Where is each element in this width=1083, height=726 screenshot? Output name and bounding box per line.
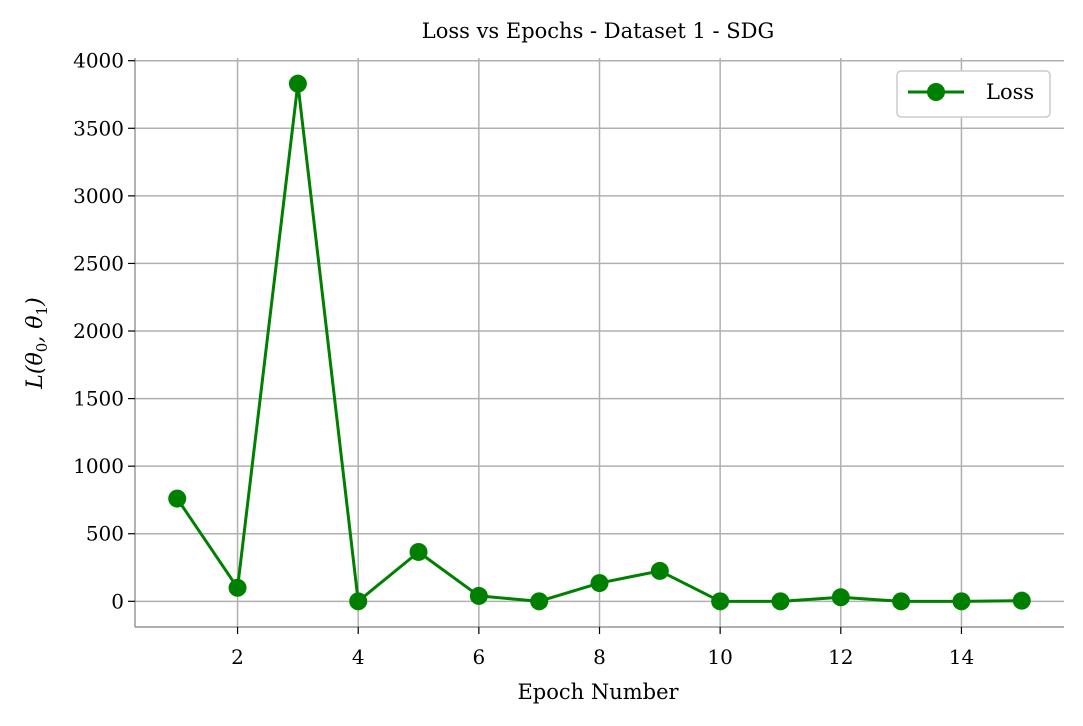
y-tick-label: 4000 [73, 49, 124, 73]
legend-entry-loss: Loss [986, 80, 1034, 104]
loss-data-point [228, 578, 247, 597]
grid-lines [135, 58, 1064, 627]
x-tick-label: 12 [828, 645, 853, 669]
loss-data-point [469, 586, 488, 605]
y-tick-label: 2500 [73, 251, 124, 275]
loss-data-point [530, 592, 549, 611]
loss-data-point [409, 542, 428, 561]
loss-data-point [168, 489, 187, 508]
legend: Loss [896, 70, 1051, 118]
loss-data-point [892, 592, 911, 611]
x-tick-label: 8 [593, 645, 606, 669]
chart-title: Loss vs Epochs - Dataset 1 - SDG [422, 19, 775, 43]
loss-data-point [590, 574, 609, 593]
legend-frame [896, 70, 1051, 118]
legend-marker-swatch [927, 83, 945, 101]
x-tick-label: 4 [352, 645, 365, 669]
x-tick-label: 6 [472, 645, 485, 669]
y-tick-label: 0 [111, 589, 124, 613]
x-tick-label: 2 [231, 645, 244, 669]
y-tick-label: 2000 [73, 319, 124, 343]
x-tick-label: 10 [707, 645, 732, 669]
loss-data-point [288, 74, 307, 93]
loss-data-point [952, 592, 971, 611]
x-axis-ticks: 2 4 6 8 10 12 14 [231, 627, 974, 669]
series-group [168, 74, 1031, 611]
x-tick-label: 14 [949, 645, 974, 669]
x-axis-label: Epoch Number [517, 680, 679, 704]
loss-data-point [831, 588, 850, 607]
y-tick-label: 3000 [73, 184, 124, 208]
y-tick-label: 500 [86, 522, 124, 546]
y-axis-ticks: 0 500 1000 1500 2000 2500 3000 3500 4000 [73, 49, 135, 613]
loss-data-point [711, 592, 730, 611]
y-tick-label: 3500 [73, 116, 124, 140]
loss-data-point [1012, 591, 1031, 610]
loss-data-point [349, 592, 368, 611]
y-tick-label: 1000 [73, 454, 124, 478]
loss-data-point [650, 561, 669, 580]
y-tick-label: 1500 [73, 387, 124, 411]
loss-data-point [771, 592, 790, 611]
